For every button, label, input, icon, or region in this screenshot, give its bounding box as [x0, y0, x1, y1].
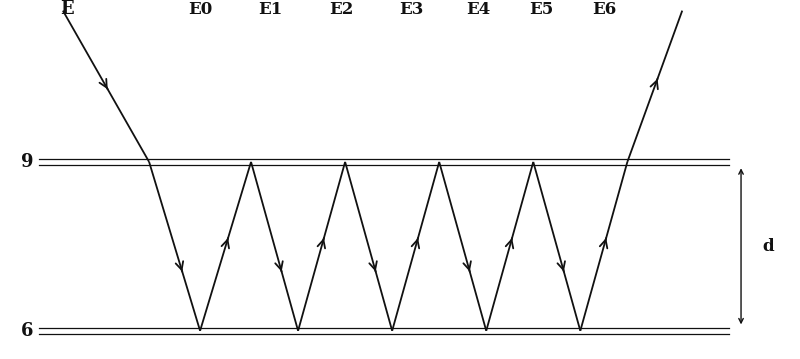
Text: E3: E3	[399, 1, 424, 18]
Text: 9: 9	[22, 153, 34, 171]
Text: 6: 6	[22, 322, 34, 340]
Text: E4: E4	[466, 1, 490, 18]
Text: E6: E6	[592, 1, 616, 18]
Text: E0: E0	[188, 1, 212, 18]
Text: E2: E2	[329, 1, 354, 18]
Text: E: E	[60, 0, 74, 18]
Text: d: d	[762, 238, 774, 255]
Text: E5: E5	[529, 1, 554, 18]
Text: E1: E1	[258, 1, 282, 18]
